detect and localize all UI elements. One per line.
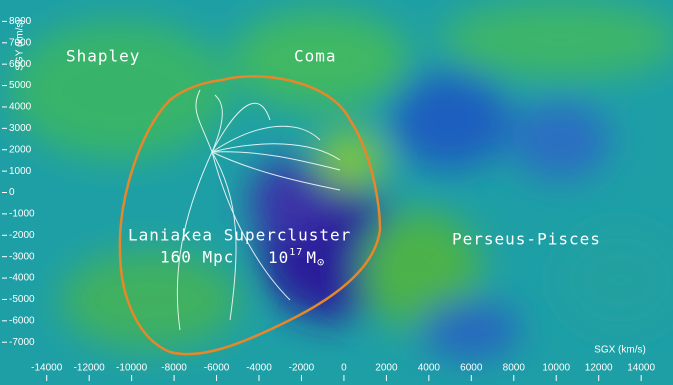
x-tick-label: -12000	[74, 363, 106, 374]
map: Shapley Coma Perseus-Pisces Laniakea Sup…	[0, 0, 673, 385]
annotation: Laniakea Supercluster	[128, 226, 351, 245]
x-tick-label: 10000	[542, 363, 570, 374]
x-tick-label: -6000	[204, 363, 230, 374]
x-tick-label: 6000	[460, 363, 483, 374]
annotation: Coma	[294, 47, 337, 66]
x-tick-label: -2000	[289, 363, 315, 374]
x-tick-label: 12000	[585, 363, 613, 374]
mass-unit: M	[306, 248, 317, 267]
y-tick-label: 6000	[9, 59, 32, 70]
y-tick-label: 5000	[9, 80, 32, 91]
mass-base: 10	[268, 248, 289, 267]
x-tick-label: 14000	[627, 363, 655, 374]
y-tick-label: 3000	[9, 123, 32, 134]
annotation: Shapley	[66, 47, 140, 66]
x-tick-label: -8000	[161, 363, 187, 374]
y-tick-label: -3000	[9, 251, 35, 262]
x-axis-label: SGX (km/s)	[594, 345, 646, 356]
y-tick-label: -6000	[9, 315, 35, 326]
x-tick-label: 2000	[375, 363, 398, 374]
y-tick-label: 2000	[9, 144, 32, 155]
mass-exponent: 17	[289, 247, 303, 258]
annotation: 160 Mpc	[160, 248, 234, 267]
y-tick-label: 0	[9, 187, 15, 198]
x-tick-label: -10000	[116, 363, 148, 374]
annotation: Perseus-Pisces	[452, 230, 601, 249]
y-tick-label: -1000	[9, 209, 35, 220]
y-tick-label: 8000	[9, 16, 32, 27]
y-tick-label: -5000	[9, 294, 35, 305]
y-tick-label: 1000	[9, 166, 32, 177]
mass-symbol: ⊙	[317, 255, 325, 269]
y-tick-label: -4000	[9, 273, 35, 284]
y-tick-label: 7000	[9, 37, 32, 48]
x-tick-label: -4000	[246, 363, 272, 374]
x-tick-label: 4000	[418, 363, 441, 374]
y-tick-label: -7000	[9, 337, 35, 348]
y-tick-label: -2000	[9, 230, 35, 241]
x-tick-label: 0	[341, 363, 347, 374]
x-tick-label: -14000	[31, 363, 63, 374]
x-tick-label: 8000	[503, 363, 526, 374]
y-tick-label: 4000	[9, 102, 32, 113]
